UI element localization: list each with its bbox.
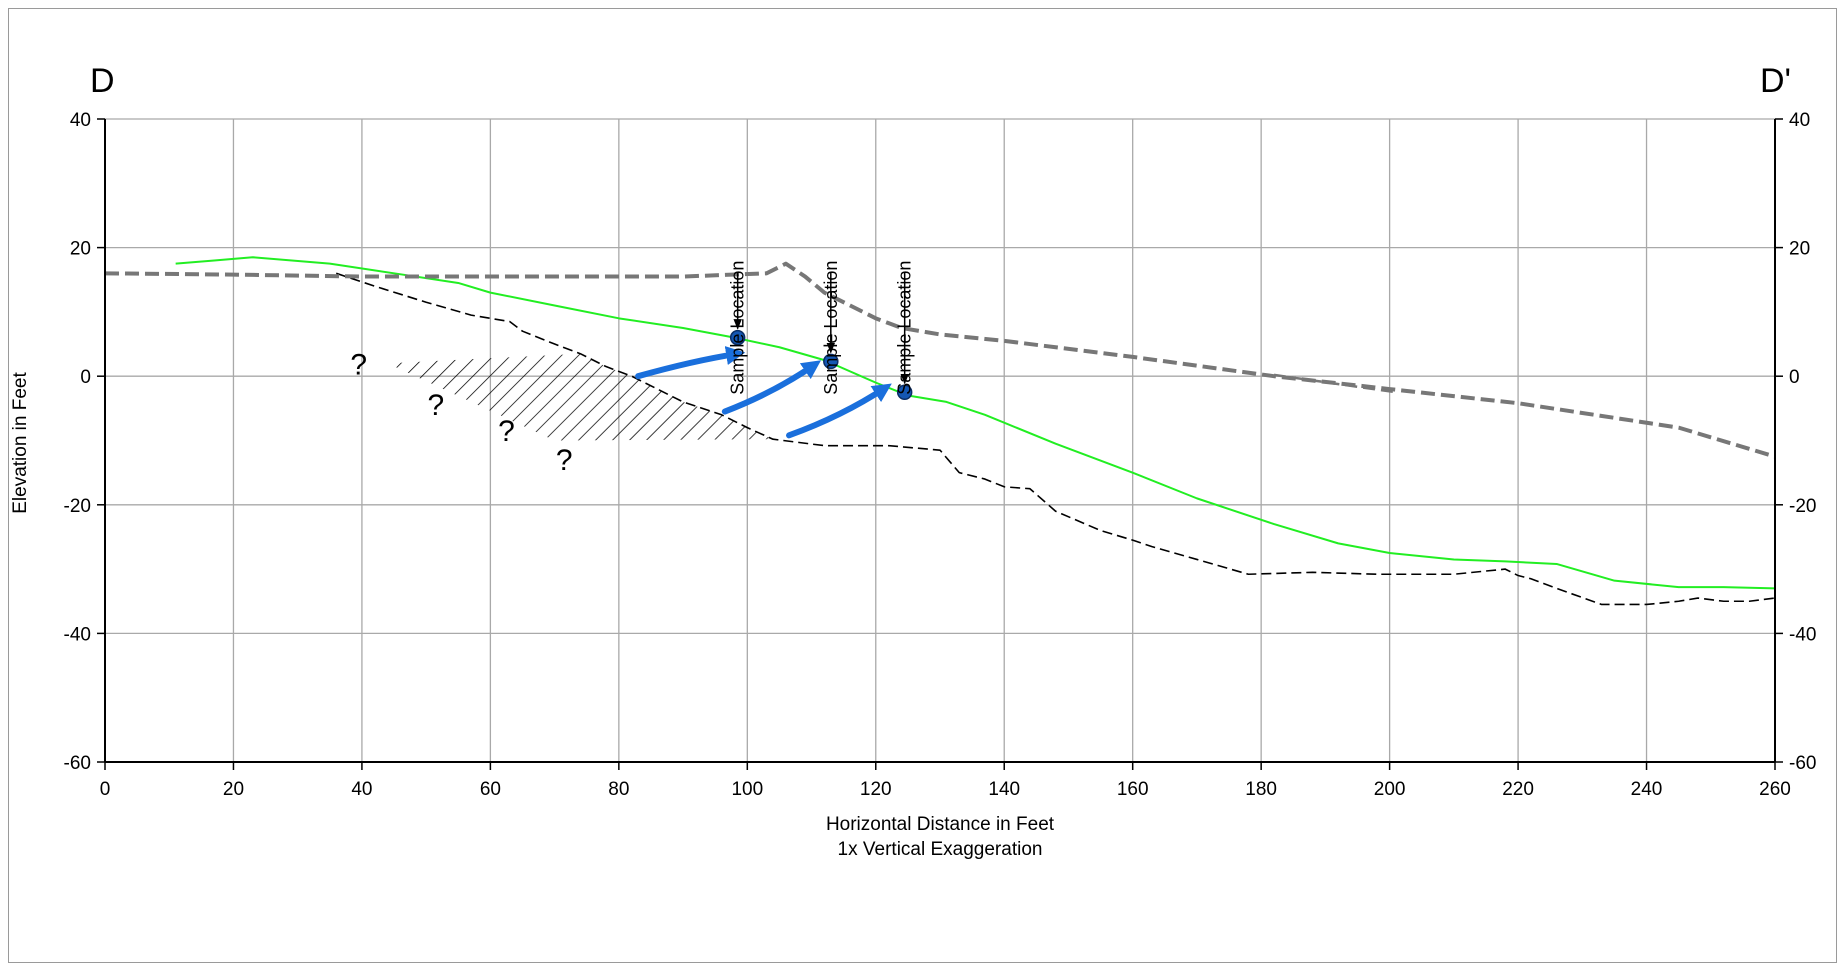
x-tick-label: 260 — [1759, 779, 1791, 800]
y-tick-label-right: 40 — [1789, 110, 1810, 131]
uncertain-question-mark: ? — [556, 444, 573, 477]
x-tick-label: 20 — [223, 779, 244, 800]
x-tick-label: 140 — [988, 779, 1020, 800]
x-tick-label: 160 — [1117, 779, 1149, 800]
x-tick-label: 40 — [351, 779, 372, 800]
figure-frame — [8, 8, 1837, 963]
sample-point — [896, 384, 913, 401]
x-tick-label: 200 — [1374, 779, 1406, 800]
y-tick-label-right: -40 — [1789, 624, 1816, 645]
flow-arrow-3 — [786, 383, 892, 439]
series-line-1 — [175, 256, 1776, 590]
x-axis-label: Horizontal Distance in Feet — [826, 814, 1055, 835]
sample-point — [729, 329, 746, 346]
sample-location-label: Sample Location — [821, 261, 841, 395]
sample-point — [823, 353, 839, 370]
axes — [97, 118, 1783, 770]
uncertain-question-mark: ? — [498, 415, 515, 448]
series-line-3 — [104, 261, 1776, 459]
uncertain-question-mark: ? — [427, 389, 444, 422]
x-tick-label: 80 — [608, 779, 629, 800]
y-tick-label-right: 0 — [1789, 367, 1800, 388]
x-tick-label: 240 — [1631, 779, 1663, 800]
y-axis-label: Elevation in Feet — [10, 372, 31, 514]
flow-arrow-1 — [635, 346, 746, 380]
annotations: Sample Location Sample Location Sample Loc… — [350, 261, 914, 477]
x-tick-label: 180 — [1245, 779, 1277, 800]
x-axis-sublabel: 1x Vertical Exaggeration — [838, 839, 1043, 860]
hatched-uncertain-area — [387, 353, 773, 441]
y-tick-label-left: -20 — [64, 496, 91, 517]
section-end-label: D' — [1760, 62, 1791, 100]
sample-location-label: Sample Location — [895, 261, 915, 395]
y-tick-label-left: -60 — [64, 753, 91, 774]
y-tick-label-left: 0 — [80, 367, 91, 388]
hatched-zone — [387, 353, 773, 441]
x-tick-label: 100 — [731, 779, 763, 800]
flow-arrow-2 — [721, 360, 822, 415]
sample-location-label: Sample Location — [728, 261, 748, 395]
y-tick-label-right: 20 — [1789, 239, 1810, 260]
grid — [105, 118, 1775, 762]
x-tick-label: 60 — [480, 779, 501, 800]
series-line-2 — [335, 272, 1776, 606]
y-tick-label-right: -60 — [1789, 753, 1816, 774]
y-tick-label-left: -40 — [64, 624, 91, 645]
x-tick-label: 120 — [860, 779, 892, 800]
series-line-4 — [1273, 373, 1397, 394]
uncertain-question-mark: ? — [350, 349, 367, 382]
x-tick-label: 220 — [1502, 779, 1534, 800]
y-tick-label-left: 20 — [70, 239, 91, 260]
x-tick-label: 0 — [100, 779, 111, 800]
y-tick-label-right: -20 — [1789, 496, 1816, 517]
series-lines — [104, 256, 1776, 606]
y-tick-label-left: 40 — [70, 110, 91, 131]
section-start-label: D — [90, 62, 115, 100]
